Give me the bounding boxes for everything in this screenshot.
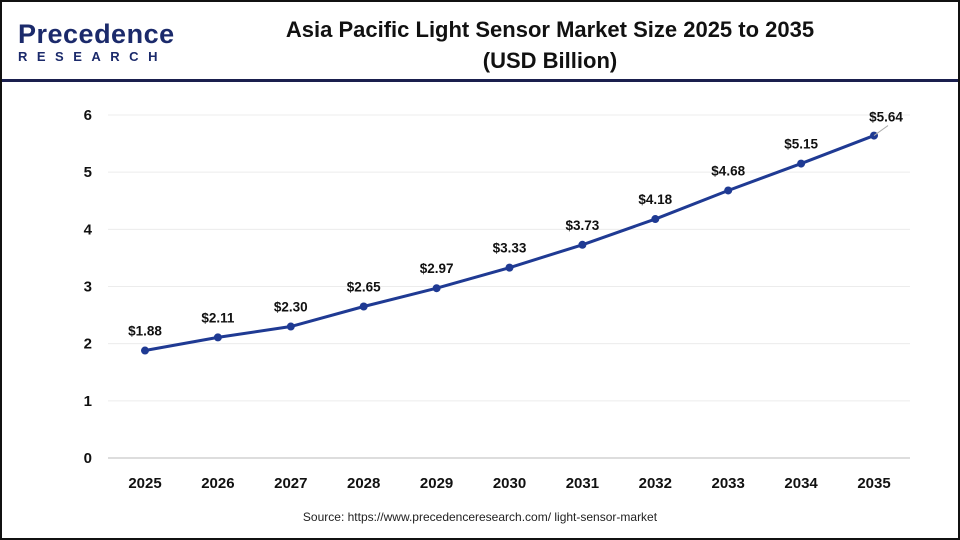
data-point [141,346,149,355]
x-tick-label: 2025 [128,475,161,492]
data-point [651,215,660,224]
logo: Precedence RESEARCH [18,20,175,64]
data-label: $3.73 [566,218,600,233]
data-label: $3.33 [493,241,527,256]
x-tick-label: 2035 [857,475,890,492]
subtitle-line: (USD Billion) [482,48,618,73]
data-point [797,159,806,168]
y-tick-label: 3 [84,279,92,296]
x-tick-label: 2031 [566,475,599,492]
data-point [286,322,295,331]
y-tick-label: 5 [84,164,92,181]
data-label: $4.18 [638,192,672,207]
data-point [432,284,441,293]
data-label: $4.68 [711,163,745,178]
data-point [724,186,733,195]
x-tick-label: 2030 [493,475,526,492]
leader-line [873,125,889,136]
data-point [213,333,222,342]
data-point [359,302,368,311]
data-label: $5.15 [784,137,818,152]
logo-brand: Precedence [18,19,175,49]
x-tick-label: 2027 [274,475,307,492]
x-tick-label: 2034 [784,475,818,492]
data-point [505,263,514,272]
source-note: Source: https://www.precedenceresearch.c… [302,510,658,524]
data-label: $1.88 [128,324,162,339]
data-label: $5.64 [869,110,903,125]
y-tick-label: 2 [84,336,92,353]
x-tick-label: 2028 [347,475,380,492]
header-divider [2,79,958,82]
data-label: $2.11 [201,310,235,325]
x-tick-label: 2032 [639,475,672,492]
y-tick-label: 4 [84,221,93,238]
x-tick-label: 2026 [201,475,234,492]
y-tick-label: 1 [84,393,92,410]
data-label: $2.30 [274,300,308,315]
data-label: $2.65 [347,280,381,295]
data-point [578,240,587,249]
data-label: $2.97 [420,261,454,276]
title-line: Asia Pacific Light Sensor Market Size 20… [285,17,815,42]
x-tick-label: 2033 [712,475,745,492]
chart-title: Asia Pacific Light Sensor Market Size 20… [250,14,850,76]
y-tick-label: 0 [84,450,92,467]
y-tick-label: 6 [84,107,92,124]
x-tick-label: 2029 [420,475,453,492]
logo-sub: RESEARCH [18,49,167,64]
